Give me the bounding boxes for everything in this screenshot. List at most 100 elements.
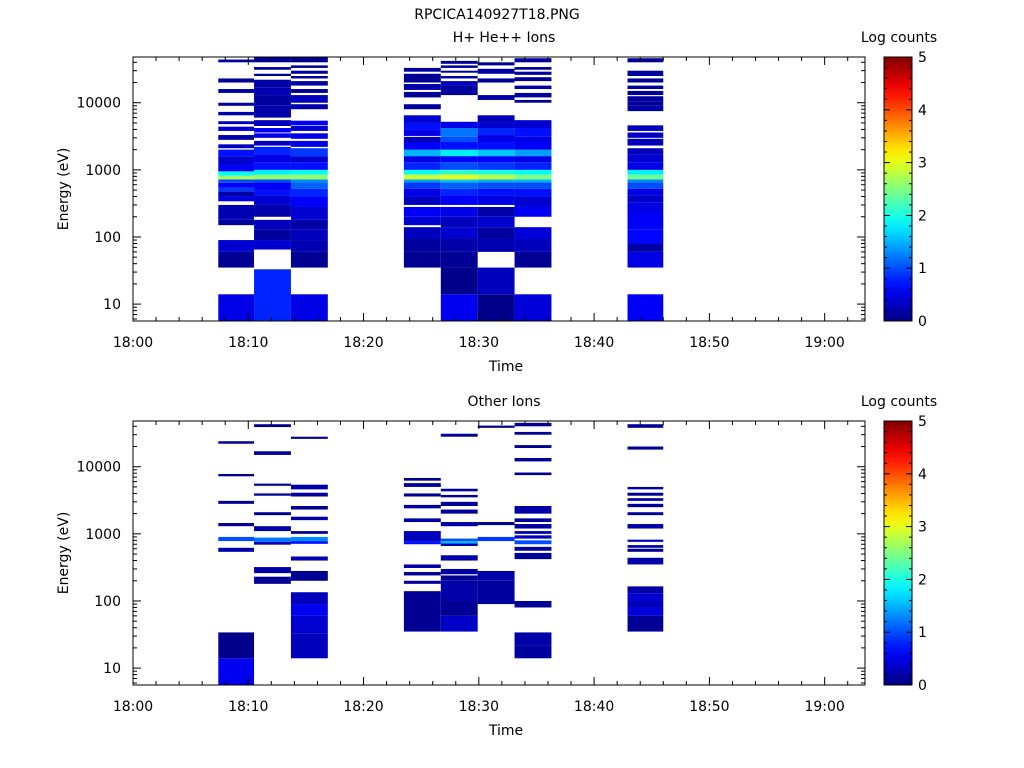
x-axis-label: Time — [488, 359, 523, 375]
spectrogram-cell — [477, 536, 515, 542]
spectrogram-cell — [514, 457, 552, 462]
spectrogram-cell — [440, 575, 478, 581]
panel-1: H+ He++ Ions 18:00 18:10 18:20 18:30 18:40 18:… — [56, 30, 937, 375]
spectrogram-cell — [403, 206, 441, 217]
spectrogram-cell — [440, 76, 478, 79]
spectrogram-cell — [290, 133, 328, 139]
spectrogram-cell — [218, 240, 255, 252]
spectrogram-cell — [290, 126, 328, 131]
spectrogram-cell — [403, 477, 441, 481]
spectrogram-cell — [627, 498, 664, 501]
spectrogram-cell — [440, 488, 478, 492]
spectrogram-cell — [254, 219, 291, 230]
spectrogram-cell — [627, 424, 664, 428]
spectrogram-cell — [627, 96, 664, 102]
spectrogram-cell — [254, 162, 291, 170]
spectrogram-cell — [477, 135, 515, 142]
spectrogram-cell — [514, 472, 552, 476]
spectrogram-cell — [403, 136, 441, 142]
spectrogram-cell — [218, 473, 255, 477]
colorbar-tick-label: 1 — [918, 625, 927, 641]
spectrogram-cell — [290, 219, 328, 230]
spectrogram-cell — [218, 126, 255, 131]
spectrogram-cell — [254, 174, 291, 180]
spectrogram-cell — [254, 79, 291, 88]
spectrogram-cell — [514, 92, 552, 98]
figure-title: RPCICA140927T18.PNG — [414, 7, 579, 23]
spectrogram-cell — [514, 136, 552, 142]
spectrogram-cell — [627, 557, 664, 565]
spectrogram-cell — [440, 149, 478, 157]
spectrogram-cell — [290, 531, 328, 534]
spectrogram-cell — [254, 195, 291, 205]
spectrogram-cell — [627, 85, 664, 90]
spectrogram-cell — [514, 546, 552, 551]
spectrogram-cell — [627, 512, 664, 516]
spectrogram-column — [477, 425, 515, 605]
spectrogram-cell — [440, 136, 478, 142]
spectrogram-column — [627, 424, 664, 632]
spectrogram-cell — [218, 111, 255, 116]
spectrogram-cell — [514, 251, 552, 268]
spectrogram-cell — [440, 162, 478, 170]
spectrogram-cell — [290, 57, 328, 63]
spectrogram-cell — [514, 179, 552, 183]
spectrogram-cell — [477, 162, 515, 170]
spectrogram-cell — [477, 188, 515, 196]
spectrogram-cell — [403, 251, 441, 268]
spectrogram-cell — [254, 120, 291, 126]
colorbar-tick-label: 2 — [918, 208, 927, 224]
y-tick-label: 10000 — [76, 460, 121, 476]
spectrogram-cell — [627, 169, 664, 175]
spectrogram-cell — [477, 169, 515, 175]
spectrogram-cell — [254, 154, 291, 163]
spectrogram-cell — [627, 251, 664, 268]
spectrogram-cell — [254, 537, 291, 542]
spectrogram-cell — [627, 607, 664, 616]
panel-title: Other Ions — [467, 394, 540, 410]
spectrogram-cell — [290, 70, 328, 74]
spectrogram-cell — [627, 78, 664, 83]
spectrogram-cell — [403, 572, 441, 576]
spectrogram-cell — [290, 179, 328, 183]
spectrogram-cell — [403, 564, 441, 568]
spectrogram-cell — [440, 142, 478, 150]
panel-title: H+ He++ Ions — [453, 30, 556, 46]
spectrogram-cell — [477, 115, 515, 123]
spectrogram-cell — [514, 445, 552, 449]
spectrogram-cell — [254, 229, 291, 241]
spectrogram-cell — [254, 512, 291, 516]
x-tick-label: 18:10 — [228, 699, 268, 715]
spectrogram-cell — [403, 115, 441, 123]
spectrogram-cell — [514, 227, 552, 239]
spectrogram-cell — [254, 483, 291, 486]
x-tick-label: 18:50 — [689, 335, 729, 351]
spectrogram-cell — [403, 104, 441, 110]
spectrogram-cell — [254, 493, 291, 496]
spectrogram-cell — [290, 633, 328, 659]
colorbar-tick-label: 4 — [918, 103, 927, 119]
plot-frame — [132, 56, 866, 322]
colorbar-bar — [883, 56, 913, 322]
spectrogram-column — [627, 58, 664, 321]
spectrogram-cell — [440, 182, 478, 189]
spectrogram-cell — [477, 425, 515, 428]
spectrogram-cell — [440, 121, 478, 129]
spectrogram-cell — [403, 227, 441, 239]
spectrogram-cell — [627, 593, 664, 601]
colorbar-tick-label: 3 — [918, 520, 927, 536]
spectrogram-cell — [514, 162, 552, 170]
spectrogram-cell — [290, 536, 328, 542]
spectrogram-cell — [627, 615, 664, 632]
spectrogram-cell — [218, 89, 255, 93]
spectrogram-cell — [218, 196, 255, 202]
x-tick-label: 18:40 — [574, 699, 614, 715]
spectrogram-cell — [290, 615, 328, 634]
spectrogram-cell — [627, 548, 664, 552]
panel-2: Other Ions 18:00 18:10 18:20 18:30 18:40 18:50… — [56, 394, 937, 739]
spectrogram-cell — [290, 570, 328, 581]
spectrogram-column — [218, 59, 255, 321]
spectrogram-cell — [627, 58, 664, 63]
spectrogram-cell — [440, 85, 478, 96]
spectrogram-cell — [254, 576, 291, 584]
